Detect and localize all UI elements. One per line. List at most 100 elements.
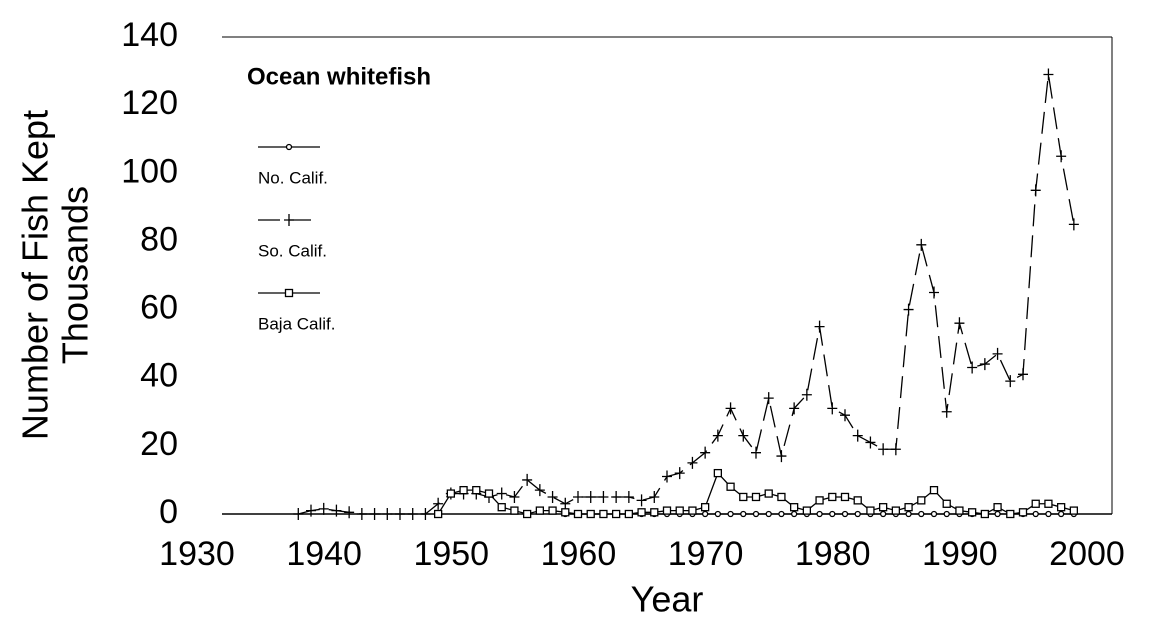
point bbox=[854, 510, 861, 518]
point bbox=[598, 490, 609, 503]
point bbox=[814, 320, 825, 333]
x-tick-label: 1980 bbox=[795, 535, 871, 573]
point bbox=[929, 286, 939, 299]
point bbox=[611, 490, 622, 503]
point bbox=[1031, 499, 1040, 508]
point bbox=[522, 473, 533, 486]
point bbox=[778, 510, 785, 518]
point bbox=[763, 392, 774, 405]
point bbox=[472, 485, 481, 495]
y-tick-label: 120 bbox=[121, 84, 178, 122]
point bbox=[649, 490, 660, 503]
point bbox=[293, 508, 304, 520]
point bbox=[815, 496, 824, 505]
x-tick-label: 1960 bbox=[541, 535, 617, 573]
point bbox=[395, 508, 405, 520]
point bbox=[917, 496, 926, 505]
point bbox=[344, 506, 355, 519]
point bbox=[789, 503, 799, 512]
y-tick-label: 40 bbox=[140, 357, 178, 395]
point bbox=[510, 506, 519, 515]
point bbox=[420, 508, 431, 520]
y-tick-label: 0 bbox=[159, 493, 178, 531]
point bbox=[623, 490, 634, 503]
point bbox=[878, 443, 889, 456]
point bbox=[993, 503, 1002, 512]
point bbox=[918, 510, 925, 518]
point bbox=[714, 510, 722, 518]
point bbox=[433, 497, 444, 510]
y-tick-label: 80 bbox=[140, 220, 178, 258]
point bbox=[599, 509, 608, 519]
point bbox=[1018, 508, 1028, 517]
point bbox=[865, 436, 876, 449]
point bbox=[829, 510, 836, 518]
point bbox=[446, 489, 456, 498]
point bbox=[967, 508, 977, 517]
legend-label: Baja Calif. bbox=[258, 314, 335, 333]
point bbox=[853, 496, 862, 505]
point bbox=[941, 405, 952, 418]
y-tick-label: 100 bbox=[121, 152, 178, 190]
point bbox=[306, 504, 316, 517]
point bbox=[369, 508, 380, 520]
x-tick-label: 1990 bbox=[922, 535, 998, 573]
point bbox=[712, 429, 723, 442]
point bbox=[943, 510, 950, 518]
legend-marker bbox=[284, 288, 294, 298]
y-tick-label: 20 bbox=[140, 425, 178, 463]
point bbox=[459, 485, 468, 495]
point bbox=[777, 492, 786, 502]
point bbox=[727, 510, 734, 518]
point bbox=[890, 443, 901, 456]
point bbox=[740, 510, 747, 518]
point bbox=[496, 487, 507, 500]
point bbox=[994, 510, 1001, 518]
point bbox=[841, 510, 849, 518]
point bbox=[764, 489, 773, 498]
point bbox=[751, 492, 761, 502]
point bbox=[636, 494, 647, 507]
point bbox=[738, 429, 749, 442]
x-axis-label: Year bbox=[631, 579, 704, 620]
point bbox=[637, 508, 646, 517]
point bbox=[891, 506, 901, 515]
point bbox=[752, 510, 760, 518]
point bbox=[509, 490, 520, 503]
x-tick-label: 1970 bbox=[668, 535, 744, 573]
point bbox=[903, 303, 914, 316]
point bbox=[1018, 368, 1028, 381]
point bbox=[674, 467, 685, 480]
y-axis-label: Thousands bbox=[55, 186, 96, 364]
point bbox=[522, 509, 532, 519]
point bbox=[1006, 509, 1015, 519]
point bbox=[547, 490, 558, 503]
point bbox=[382, 508, 393, 520]
point bbox=[1069, 506, 1079, 515]
point bbox=[726, 482, 735, 491]
point bbox=[713, 468, 723, 478]
point bbox=[802, 506, 812, 515]
point bbox=[980, 509, 990, 519]
point bbox=[548, 506, 557, 515]
point bbox=[904, 503, 913, 512]
point bbox=[955, 506, 964, 515]
legend-marker bbox=[284, 214, 294, 226]
point bbox=[433, 509, 443, 519]
point bbox=[866, 506, 875, 515]
point bbox=[356, 508, 367, 520]
point bbox=[407, 508, 418, 520]
point bbox=[801, 388, 812, 401]
point bbox=[789, 402, 800, 415]
point bbox=[561, 508, 570, 517]
legend-label: No. Calif. bbox=[258, 168, 328, 187]
point bbox=[979, 358, 990, 371]
point bbox=[687, 456, 698, 469]
series-line bbox=[298, 74, 1075, 515]
x-tick-label: 1930 bbox=[159, 535, 235, 573]
point bbox=[879, 510, 887, 518]
point bbox=[816, 510, 823, 518]
point bbox=[1032, 510, 1039, 518]
y-tick-label: 60 bbox=[140, 289, 178, 327]
